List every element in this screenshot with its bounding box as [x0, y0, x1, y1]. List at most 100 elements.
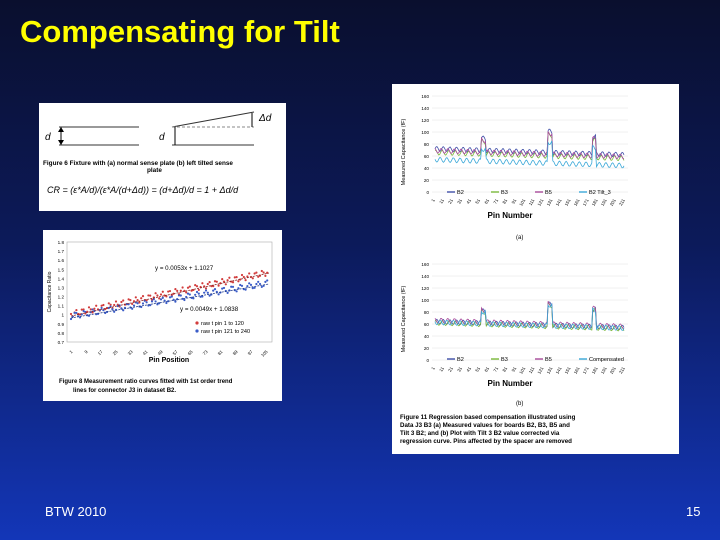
- figure-8-caption-1: Figure 8 Measurement ratio curves fitted…: [59, 379, 233, 385]
- legend-label: B3: [501, 190, 508, 196]
- y-tick-label: 40: [424, 334, 430, 339]
- series-1-point: [260, 269, 263, 273]
- series-1-point: [237, 280, 240, 283]
- chart-a-y-axis-label: Measured Capacitance (fF): [401, 119, 407, 186]
- series-1-point: [255, 271, 258, 274]
- y-tick-label: 1.7: [58, 249, 65, 254]
- x-tick-label: 71: [492, 366, 499, 373]
- series-line: [434, 303, 625, 331]
- footer-left: BTW 2010: [45, 504, 107, 519]
- x-tick-label: 151: [564, 198, 572, 207]
- series-1-point: [208, 281, 211, 284]
- x-tick-label: 91: [511, 366, 518, 373]
- series-1-point: [127, 298, 130, 301]
- chart-b-y-axis-label: Measured Capacitance (fF): [401, 286, 407, 353]
- x-tick-label: 91: [511, 198, 518, 205]
- x-tick-label: 61: [483, 198, 490, 205]
- series-1-point: [138, 301, 141, 304]
- figure-6-caption-1: Figure 6 Fixture with (a) normal sense p…: [43, 160, 233, 167]
- x-tick-label: 1: [68, 349, 74, 355]
- x-tick-label: 89: [232, 349, 239, 356]
- x-tick-label: 191: [600, 366, 608, 375]
- series-1-point: [197, 288, 200, 292]
- x-tick-label: 101: [518, 366, 526, 375]
- trend-line-lower: [70, 283, 270, 319]
- x-tick-label: 73: [202, 349, 209, 356]
- x-tick-label: 1: [430, 198, 436, 203]
- legend-label: B5: [545, 190, 552, 196]
- series-2-point: [141, 302, 145, 305]
- series-1-point: [93, 307, 96, 310]
- legend-series-2: raw t pin 121 to 240: [201, 329, 250, 335]
- y-tick-label: 140: [421, 274, 429, 279]
- series-2-point: [260, 285, 263, 289]
- series-2-point: [192, 297, 195, 300]
- legend-label: B2: [457, 190, 464, 196]
- y-tick-label: 1.5: [58, 267, 65, 272]
- series-2-point: [179, 294, 182, 297]
- x-tick-label: 71: [492, 198, 499, 205]
- chart-a-x-axis-label: Pin Number: [488, 211, 533, 220]
- chart-b-x-axis-label: Pin Number: [488, 379, 533, 388]
- series-1-point: [221, 278, 224, 281]
- series-1-point: [226, 279, 229, 282]
- figure-8-x-axis-label: Pin Position: [149, 357, 189, 364]
- x-tick-label: 1: [430, 366, 436, 371]
- y-tick-label: 1.2: [58, 295, 65, 300]
- series-2-point: [82, 309, 85, 313]
- y-tick-label: 60: [424, 154, 430, 159]
- y-tick-label: 120: [421, 286, 429, 291]
- series-1-point: [140, 297, 143, 300]
- series-1-point: [253, 272, 256, 275]
- series-2-point: [170, 295, 173, 298]
- x-tick-label: 191: [600, 198, 608, 207]
- series-1-point: [154, 292, 157, 295]
- series-1-point: [217, 284, 220, 287]
- series-2-point: [195, 290, 199, 294]
- series-1-point: [75, 308, 78, 312]
- x-tick-label: 11: [438, 198, 445, 205]
- series-2-point: [246, 285, 249, 288]
- chart-b-panel-label: (b): [516, 401, 523, 407]
- x-tick-label: 211: [618, 366, 626, 375]
- y-tick-label: 0.9: [58, 322, 65, 327]
- series-1-point: [206, 282, 209, 286]
- series-1-point: [224, 283, 227, 286]
- x-tick-label: 49: [157, 349, 164, 356]
- series-2-point: [208, 294, 211, 297]
- y-tick-label: 100: [421, 298, 429, 303]
- series-2-point: [203, 291, 206, 294]
- x-tick-label: 51: [474, 366, 481, 373]
- x-tick-label: 31: [456, 366, 463, 373]
- series-1-point: [222, 280, 226, 283]
- series-2-point: [222, 286, 226, 290]
- series-2-point: [197, 292, 200, 295]
- series-1-point: [242, 275, 245, 279]
- series-2-point: [212, 289, 215, 292]
- series-1-point: [113, 303, 116, 307]
- series-2-point: [217, 293, 220, 296]
- series-2-point: [102, 309, 105, 312]
- legend-label: B5: [545, 357, 552, 363]
- x-tick-label: 161: [573, 198, 581, 207]
- x-tick-label: 81: [501, 198, 508, 205]
- x-tick-label: 105: [260, 349, 269, 358]
- x-tick-label: 151: [564, 366, 572, 375]
- x-tick-label: 111: [528, 366, 536, 375]
- delta-d-label: Δd: [258, 113, 272, 124]
- series-2-point: [185, 295, 188, 299]
- figure-11-caption-3: Tilt 3 B2; and (b) Plot with Tilt 3 B2 v…: [400, 430, 560, 437]
- series-1-point: [233, 276, 236, 279]
- legend-series-1: raw t pin 1 to 120: [201, 321, 244, 327]
- chart-a-panel-label: (a): [516, 235, 523, 241]
- x-tick-label: 17: [97, 349, 104, 356]
- y-tick-label: 80: [424, 142, 430, 147]
- series-1-point: [235, 276, 238, 279]
- series-2-point: [111, 308, 114, 311]
- x-tick-label: 161: [573, 366, 581, 375]
- legend-label: B2: [457, 357, 464, 363]
- series-2-point: [136, 302, 139, 305]
- figure-8-panel: 0.7 0.8 0.9 1 1.1 1.2 1.3 1.4 1.5 1.6 1.7 1.8 1 9 17 2…: [43, 230, 282, 401]
- series-1-point: [120, 300, 123, 304]
